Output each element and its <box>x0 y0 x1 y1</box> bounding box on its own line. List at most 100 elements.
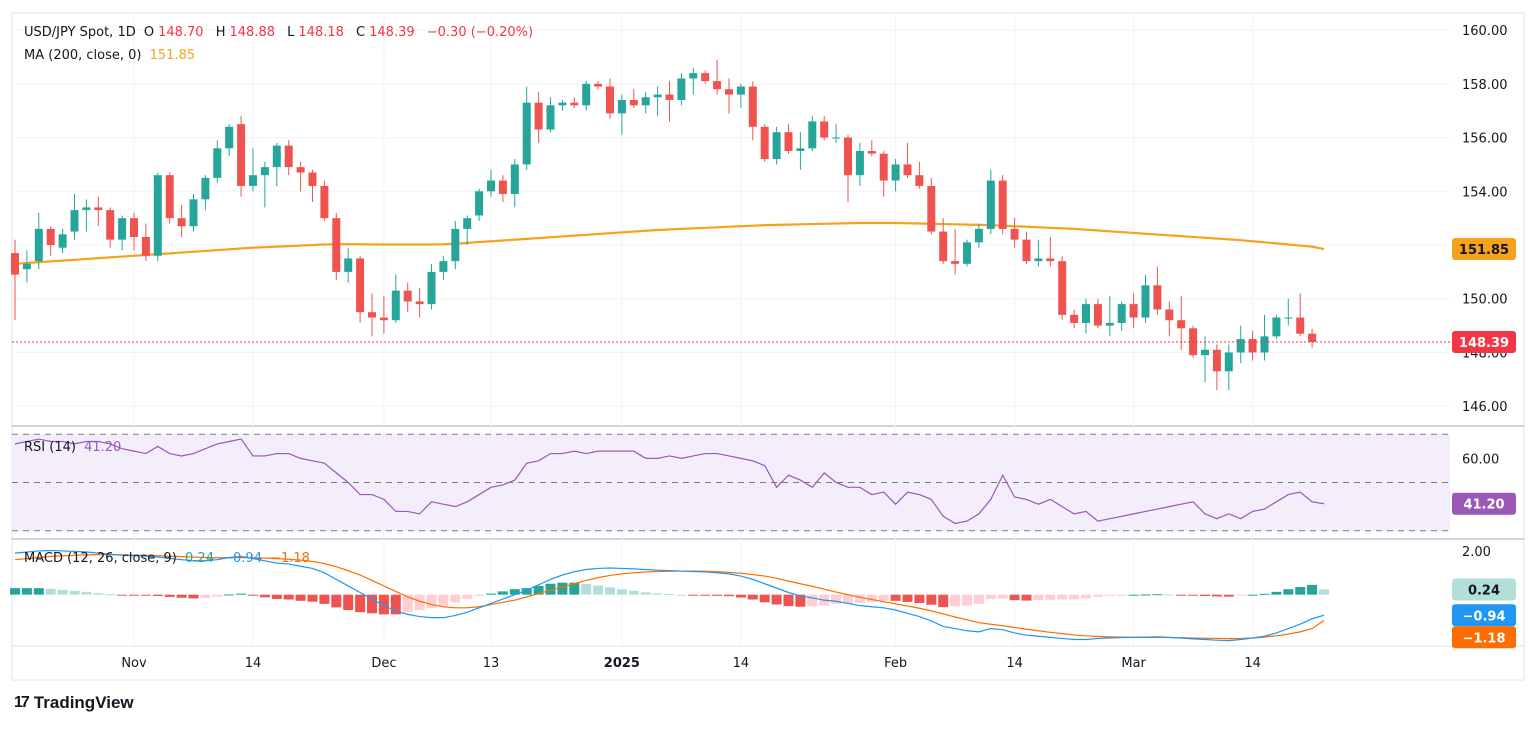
macd-hist-value: 0.24 <box>185 551 214 566</box>
candle-body <box>772 132 781 160</box>
macd-histogram-bar <box>509 589 520 595</box>
candle-body <box>927 185 936 232</box>
macd-histogram-bar <box>152 594 163 596</box>
candle-body <box>903 164 912 176</box>
candle-body <box>249 175 257 186</box>
candle-body <box>272 145 281 168</box>
macd-histogram-bar <box>474 594 485 596</box>
candle-body <box>653 94 662 98</box>
candle-body <box>1046 258 1055 262</box>
macd-histogram-bar <box>450 594 461 603</box>
macd-histogram-bar <box>1307 584 1318 595</box>
candle-body <box>641 97 650 106</box>
candle-body <box>879 153 888 181</box>
candle-body <box>915 175 924 186</box>
candle-body <box>1284 317 1293 319</box>
candle-body <box>998 180 1007 229</box>
macd-histogram-bar <box>164 594 175 597</box>
macd-histogram-bar <box>1271 591 1282 595</box>
macd-name: MACD (12, 26, close, 9) <box>24 551 177 566</box>
ma-value-badge <box>1452 238 1516 261</box>
chart-frame <box>11 12 1525 681</box>
candle-body <box>522 102 531 165</box>
macd-histogram-bar <box>1235 594 1246 596</box>
candle-body <box>736 86 745 95</box>
candle-body <box>796 148 805 151</box>
macd-histogram-bar <box>188 594 199 599</box>
macd-histogram-bar <box>1009 594 1020 601</box>
candle-body <box>308 172 317 186</box>
macd-histogram-bar <box>1295 587 1306 595</box>
candle-body <box>725 89 733 95</box>
candle-body <box>606 86 614 114</box>
candle-body <box>582 83 591 106</box>
candle-body <box>439 261 448 272</box>
macd-histogram-bar <box>616 589 627 595</box>
ma200-line <box>14 221 1325 265</box>
candle-body <box>284 145 293 168</box>
candle-body <box>867 151 876 154</box>
macd-histogram-bar <box>33 588 44 595</box>
tradingview-brand[interactable]: 17 TradingView <box>14 693 134 713</box>
macd-histogram-bar <box>533 585 544 595</box>
time-tick-label: Mar <box>1121 656 1146 671</box>
macd-histogram-bar <box>676 594 687 596</box>
candle-body <box>1177 320 1186 329</box>
candle-body <box>844 137 852 176</box>
macd-histogram-bar <box>747 594 758 600</box>
macd-histogram-bar <box>402 594 413 613</box>
macd-signal-badge-label: −1.18 <box>1463 631 1506 646</box>
candle-body <box>201 177 210 200</box>
candle-body <box>534 102 543 130</box>
macd-histogram-bar <box>497 591 508 595</box>
ma-value: 151.85 <box>149 48 196 63</box>
tradingview-logo-icon: 17 <box>14 694 30 711</box>
macd-histogram-bar <box>593 585 604 595</box>
candle-body <box>94 207 103 211</box>
macd-histogram-bar <box>926 594 937 605</box>
candle-body <box>165 175 174 219</box>
macd-histogram-bar <box>854 594 865 603</box>
open-label: O 148.70 <box>143 25 204 40</box>
candle-body <box>106 210 115 240</box>
macd-histogram-bar <box>521 588 532 595</box>
macd-histogram-bar <box>628 590 639 595</box>
macd-histogram-bar <box>938 594 949 608</box>
candle-body <box>237 124 246 186</box>
macd-histogram-bar <box>1223 594 1234 597</box>
candle-body <box>1117 304 1126 323</box>
macd-histogram-bar <box>557 582 568 595</box>
candle-body <box>11 253 19 275</box>
ohlc-legend: USD/JPY Spot, 1D O 148.70 H 148.88 L 148.18… <box>24 25 537 40</box>
price-tick-label: 156.00 <box>1462 132 1508 147</box>
macd-histogram-bar <box>283 594 294 600</box>
candle-body <box>46 228 55 246</box>
macd-line-badge-label: −0.94 <box>1463 609 1506 624</box>
candle-body <box>296 167 305 173</box>
macd-histogram-bar <box>997 594 1008 599</box>
macd-histogram-bar <box>902 594 913 602</box>
candle-body <box>677 78 686 100</box>
candle-body <box>70 210 79 232</box>
macd-histogram-bar <box>140 594 151 596</box>
macd-histogram-bar <box>1152 594 1163 596</box>
macd-histogram-bar <box>640 592 651 595</box>
time-tick-label: Feb <box>884 656 907 671</box>
macd-histogram-bar <box>1057 594 1068 600</box>
macd-histogram-bar <box>414 594 425 610</box>
macd-histogram-bar <box>378 594 389 615</box>
candle-body <box>487 180 495 192</box>
macd-histogram-bar <box>1092 594 1103 597</box>
macd-histogram-bar <box>295 594 306 601</box>
candle-body <box>963 242 971 264</box>
macd-histogram-bar <box>1069 594 1080 600</box>
macd-signal-badge <box>1452 626 1516 649</box>
candle-body <box>665 94 674 100</box>
candle-body <box>1296 317 1305 334</box>
macd-histogram-bar <box>259 594 270 598</box>
candle-body <box>546 105 555 130</box>
price-tick-label: 154.00 <box>1462 185 1508 200</box>
time-tick-label: Dec <box>371 656 396 671</box>
macd-histogram-bar <box>569 582 580 595</box>
